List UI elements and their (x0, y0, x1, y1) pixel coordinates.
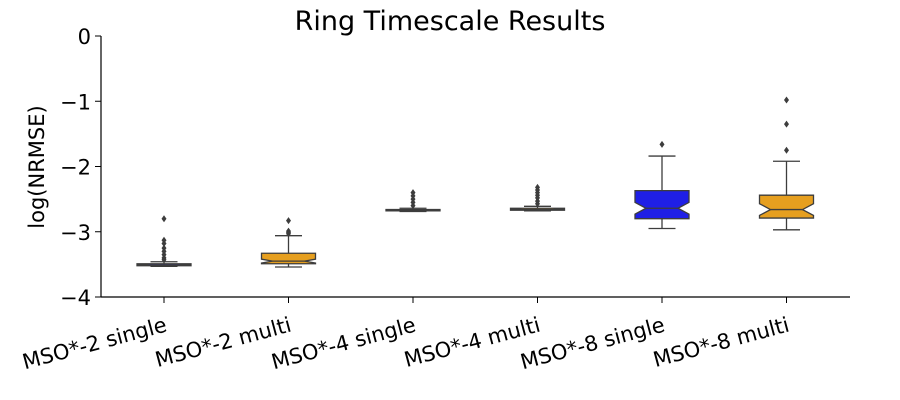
box-group (634, 140, 690, 230)
outlier-point (784, 120, 789, 128)
x-tick-label: MSO*-4 single (269, 313, 418, 375)
outlier-point (659, 140, 665, 148)
outlier-point (161, 239, 167, 247)
x-tick-label: MSO*-8 single (518, 313, 667, 375)
x-tick-label: MSO*-8 multi (651, 313, 792, 372)
boxes-layer (136, 96, 815, 268)
outlier-point (410, 202, 416, 210)
axes-layer (100, 36, 850, 298)
outlier-point (535, 200, 540, 208)
x-tick-label: MSO*-2 single (20, 313, 169, 375)
y-tick-label: −2 (60, 156, 91, 180)
outlier-point (161, 256, 167, 264)
outlier-point (784, 146, 789, 154)
y-tick-label: −4 (60, 286, 91, 310)
y-tick-label: −1 (60, 90, 91, 114)
y-tick-label: −3 (60, 221, 91, 245)
y-axis-label: log(NRMSE) (25, 105, 49, 228)
y-tick-label: 0 (78, 25, 91, 49)
outlier-point (286, 217, 291, 225)
box-body (758, 194, 815, 219)
outlier-point (286, 230, 291, 238)
outlier-point (784, 96, 789, 104)
box-group (758, 96, 815, 231)
box-group (260, 217, 317, 268)
box-group (385, 189, 441, 213)
box-body (634, 189, 690, 220)
y-ticks: 0 −1 −2 −3 −4 (60, 25, 101, 310)
chart-title: Ring Timescale Results (295, 6, 606, 37)
box-group (509, 183, 566, 212)
box-group (136, 215, 192, 267)
box-body (260, 252, 317, 265)
outlier-point (161, 215, 167, 223)
